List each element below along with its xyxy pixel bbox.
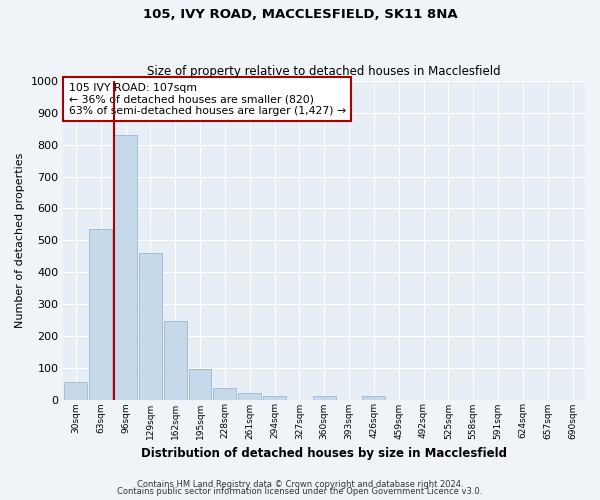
Text: 105 IVY ROAD: 107sqm
← 36% of detached houses are smaller (820)
63% of semi-deta: 105 IVY ROAD: 107sqm ← 36% of detached h… (68, 82, 346, 116)
Bar (114, 135, 137, 400)
Y-axis label: Number of detached properties: Number of detached properties (15, 152, 25, 328)
Bar (139, 253, 162, 400)
Text: Contains HM Land Registry data © Crown copyright and database right 2024.: Contains HM Land Registry data © Crown c… (137, 480, 463, 489)
Text: 105, IVY ROAD, MACCLESFIELD, SK11 8NA: 105, IVY ROAD, MACCLESFIELD, SK11 8NA (143, 8, 457, 20)
Bar (313, 396, 335, 400)
Bar (263, 396, 286, 400)
X-axis label: Distribution of detached houses by size in Macclesfield: Distribution of detached houses by size … (141, 447, 507, 460)
Bar (89, 229, 112, 400)
Bar (164, 321, 187, 400)
Title: Size of property relative to detached houses in Macclesfield: Size of property relative to detached ho… (148, 66, 501, 78)
Bar (188, 368, 211, 400)
Bar (238, 392, 261, 400)
Bar (362, 396, 385, 400)
Text: Contains public sector information licensed under the Open Government Licence v3: Contains public sector information licen… (118, 487, 482, 496)
Bar (64, 382, 87, 400)
Bar (214, 388, 236, 400)
